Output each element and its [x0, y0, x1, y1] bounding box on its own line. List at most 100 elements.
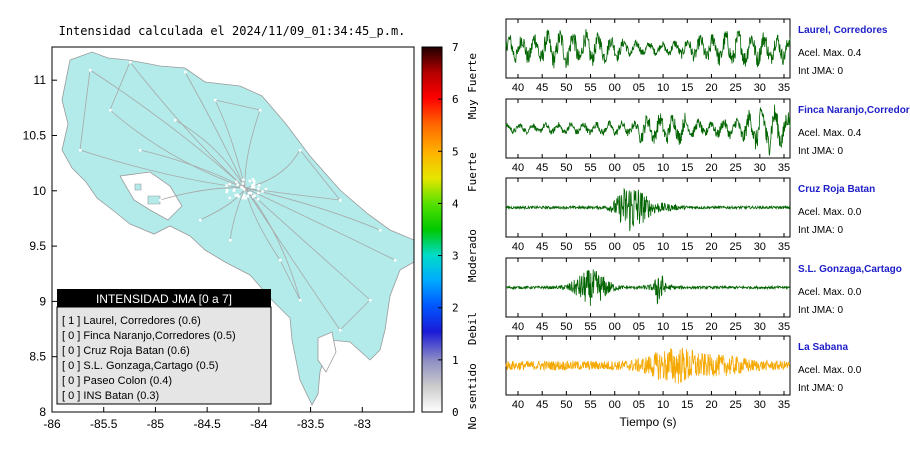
time-tick-label: 55 — [584, 399, 596, 411]
time-axis-label: Tiempo (s) — [620, 415, 677, 429]
time-tick-label: 25 — [730, 321, 742, 333]
town-marker — [257, 191, 260, 195]
time-tick-label: 30 — [754, 82, 766, 94]
town-marker — [139, 149, 142, 152]
time-tick-label: 45 — [536, 321, 548, 333]
station-name: Laurel, Corredores — [798, 25, 888, 36]
station-acel-max: Acel. Max. 0.4 — [798, 128, 862, 139]
waveform-panel: 40 45 50 55 00 05 10 15 20 25 30 35 S.L. Gonzaga,Car… — [505, 257, 902, 333]
time-tick-label: 05 — [633, 162, 645, 174]
town-marker — [174, 119, 177, 122]
legend-body — [56, 306, 272, 405]
legend-item: [ 0 ] Cruz Roja Batan (0.6) — [62, 345, 190, 357]
time-tick-label: 20 — [705, 82, 717, 94]
colorbar-category-label: No sentido — [466, 363, 479, 429]
time-tick-label: 20 — [705, 321, 717, 333]
station-acel-max: Acel. Max. 0.0 — [798, 207, 862, 218]
colorbar-gradient — [421, 46, 443, 413]
time-tick-label: 55 — [584, 321, 596, 333]
road-line — [244, 187, 301, 301]
map-y-tick-label: 8.5 — [29, 350, 46, 364]
town-marker — [232, 189, 236, 192]
town-marker — [214, 99, 217, 102]
town-marker — [228, 196, 231, 200]
legend-header: INTENSIDAD JMA [0 a 7] — [96, 292, 232, 306]
legend-item: [ 0 ] Paseo Colon (0.4) — [62, 375, 172, 387]
town-marker — [339, 329, 342, 332]
station-name: Finca Naranjo,Corredores — [798, 105, 910, 116]
time-tick-label: 15 — [681, 82, 693, 94]
road-line — [244, 187, 396, 261]
town-marker — [243, 194, 246, 197]
waveform-panel: 40 45 50 55 00 05 10 15 20 25 30 35 Laurel, Corredor… — [505, 18, 888, 94]
town-marker — [379, 229, 382, 232]
town-marker — [129, 61, 132, 64]
town-marker — [242, 178, 245, 181]
map-x-tick-label: -84.5 — [193, 417, 221, 431]
road-line — [79, 69, 91, 151]
station-acel-max: Acel. Max. 0.0 — [798, 365, 862, 376]
town-marker — [257, 187, 260, 191]
town-markers — [79, 61, 397, 332]
colorbar-category-label: Muy Fuerte — [466, 53, 479, 119]
town-marker — [235, 180, 238, 184]
map-y-tick-label: 9 — [39, 294, 46, 308]
waveform-panel: 40 45 50 55 00 05 10 15 20 25 30 35 Finca Naranjo,Co… — [505, 98, 910, 174]
town-marker — [228, 182, 231, 186]
road-line — [279, 259, 301, 301]
road-line — [339, 299, 371, 331]
station-int-jma: Int JMA: 0 — [798, 146, 843, 157]
road-line — [244, 187, 281, 261]
waveform-panel: 40 45 50 55 00 05 10 15 20 25 30 35 Cruz Roja Batan A… — [505, 177, 875, 253]
colorbar-tick-label: 3 — [452, 250, 459, 263]
town-marker — [251, 195, 255, 198]
time-tick-label: 30 — [754, 321, 766, 333]
time-tick-label: 40 — [512, 399, 524, 411]
time-tick-label: 00 — [609, 241, 621, 253]
town-marker — [248, 179, 252, 183]
town-marker — [234, 194, 237, 197]
waveform-trace — [505, 347, 791, 384]
time-tick-label: 35 — [778, 321, 790, 333]
time-tick-label: 15 — [681, 399, 693, 411]
town-marker — [279, 259, 282, 262]
waveform-frame — [505, 98, 791, 159]
legend-item: [ 0 ] INS Batan (0.3) — [62, 390, 159, 402]
colorbar-tick-label: 7 — [452, 41, 459, 54]
town-marker — [251, 178, 255, 181]
station-name: S.L. Gonzaga,Cartago — [798, 264, 902, 275]
town-marker — [236, 193, 239, 197]
time-tick-label: 35 — [778, 241, 790, 253]
legend-item: [ 0 ] S.L. Gonzaga,Cartago (0.5) — [62, 360, 219, 372]
station-int-jma: Int JMA: 0 — [798, 305, 843, 316]
road-line — [214, 99, 261, 111]
map-y-tick-label: 11 — [34, 73, 47, 87]
time-tick-label: 10 — [657, 241, 669, 253]
map-x-tick-label: -83 — [354, 417, 372, 431]
time-tick-label: 20 — [705, 241, 717, 253]
waveform-trace — [505, 104, 791, 156]
road-line — [174, 119, 246, 189]
road-line — [244, 187, 341, 331]
colorbar-tick-label: 5 — [452, 145, 459, 158]
time-tick-label: 30 — [754, 162, 766, 174]
map-y-tick-label: 10.5 — [23, 128, 47, 142]
waveform-trace — [505, 187, 791, 232]
town-marker — [252, 185, 256, 189]
town-marker — [251, 183, 255, 187]
colorbar-tick-label: 0 — [452, 406, 459, 419]
time-tick-label: 30 — [754, 241, 766, 253]
map-title: Intensidad calculada el 2024/11/09_01:34… — [59, 24, 406, 38]
station-int-jma: Int JMA: 0 — [798, 383, 843, 394]
map-x-tick-label: -84 — [250, 417, 268, 431]
road-line — [214, 99, 246, 189]
road-line — [244, 187, 371, 301]
time-tick-label: 50 — [560, 241, 572, 253]
time-tick-label: 45 — [536, 241, 548, 253]
time-tick-label: 00 — [609, 399, 621, 411]
station-acel-max: Acel. Max. 0.4 — [798, 48, 862, 59]
town-marker — [79, 149, 82, 152]
time-tick-label: 15 — [681, 241, 693, 253]
road-line — [159, 187, 246, 201]
time-tick-label: 05 — [633, 399, 645, 411]
